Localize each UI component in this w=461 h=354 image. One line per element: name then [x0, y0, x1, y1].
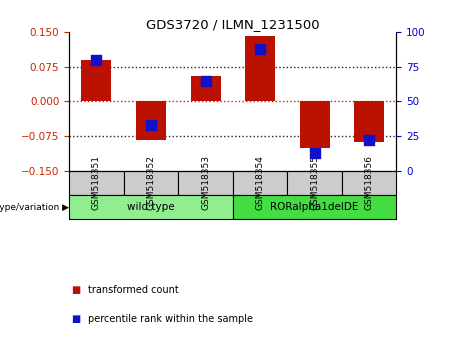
Bar [82, 60, 112, 101]
Text: ■: ■ [71, 314, 81, 324]
Point [148, 122, 155, 128]
Text: wild type: wild type [127, 202, 175, 212]
Point [311, 150, 318, 156]
Bar [300, 101, 330, 148]
Bar [354, 101, 384, 142]
Text: transformed count: transformed count [88, 285, 178, 295]
FancyBboxPatch shape [287, 171, 342, 195]
Text: GSM518355: GSM518355 [310, 155, 319, 211]
FancyBboxPatch shape [124, 171, 178, 195]
FancyBboxPatch shape [233, 171, 287, 195]
Text: GSM518351: GSM518351 [92, 155, 101, 211]
FancyBboxPatch shape [342, 171, 396, 195]
Point [202, 78, 209, 83]
Text: GSM518354: GSM518354 [255, 155, 265, 210]
Bar [245, 35, 275, 101]
Text: genotype/variation ▶: genotype/variation ▶ [0, 203, 69, 212]
Point [366, 137, 373, 143]
Bar [190, 76, 220, 101]
FancyBboxPatch shape [69, 195, 233, 219]
FancyBboxPatch shape [178, 171, 233, 195]
Bar [136, 101, 166, 140]
FancyBboxPatch shape [69, 171, 124, 195]
FancyBboxPatch shape [233, 195, 396, 219]
Text: RORalpha1delDE: RORalpha1delDE [271, 202, 359, 212]
Text: GSM518356: GSM518356 [365, 155, 374, 211]
Text: GSM518353: GSM518353 [201, 155, 210, 211]
Text: ■: ■ [71, 285, 81, 295]
Title: GDS3720 / ILMN_1231500: GDS3720 / ILMN_1231500 [146, 18, 319, 31]
Text: percentile rank within the sample: percentile rank within the sample [88, 314, 253, 324]
Point [256, 46, 264, 51]
Text: GSM518352: GSM518352 [147, 155, 155, 210]
Point [93, 57, 100, 63]
